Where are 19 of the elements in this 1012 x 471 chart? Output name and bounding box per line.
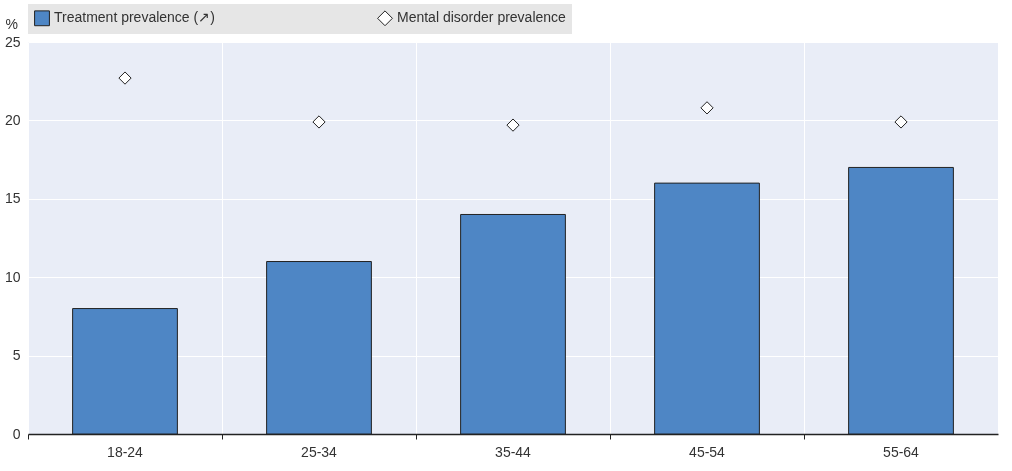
point <box>894 115 908 129</box>
legend-label: Mental disorder prevalence <box>397 9 567 26</box>
x-tick-label: 55-64 <box>883 443 920 460</box>
y-tick-label: 20 <box>4 111 21 128</box>
legend-label: Treatment prevalence (↗) <box>54 9 215 26</box>
x-tick-label: 25-34 <box>301 443 338 460</box>
x-tick-label: 18-24 <box>107 443 144 460</box>
y-tick-label: 10 <box>4 268 21 285</box>
y-tick-label: 5 <box>12 347 21 364</box>
y-tick-label: 25 <box>4 33 21 50</box>
y-tick-label: 0 <box>12 425 21 442</box>
point <box>700 101 714 115</box>
point <box>118 71 132 85</box>
point <box>506 118 520 132</box>
x-tick-label: 45-54 <box>689 443 726 460</box>
y-axis-title: % <box>5 16 18 32</box>
y-tick-label: 15 <box>4 190 21 207</box>
x-tick-label: 35-44 <box>495 443 532 460</box>
point <box>312 115 326 129</box>
